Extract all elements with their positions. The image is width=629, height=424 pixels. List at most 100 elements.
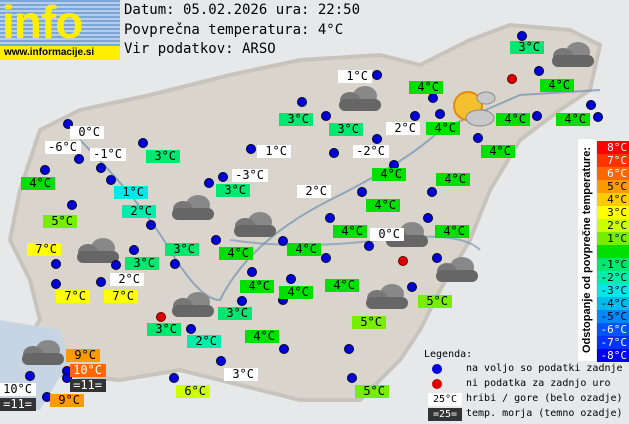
station-dot[interactable] <box>111 260 121 270</box>
station-dot[interactable] <box>40 165 50 175</box>
station-dot-missing[interactable] <box>398 256 408 266</box>
station-dot-missing[interactable] <box>156 312 166 322</box>
station-dot[interactable] <box>427 187 437 197</box>
station-dot[interactable] <box>297 97 307 107</box>
temperature-label: 3°C <box>329 123 363 136</box>
temperature-label: 4°C <box>481 145 515 158</box>
scale-step: -1°C <box>597 258 629 271</box>
scale-step: -4°C <box>597 297 629 310</box>
temperature-label: 3°C <box>510 41 544 54</box>
station-dot[interactable] <box>407 282 417 292</box>
station-dot[interactable] <box>329 148 339 158</box>
legend: Legenda: na voljo so podatki zadnje ure … <box>424 348 629 422</box>
station-dot[interactable] <box>410 111 420 121</box>
temperature-label: 7°C <box>104 290 138 303</box>
temperature-label: 4°C <box>540 79 574 92</box>
logo-url[interactable]: www.informacije.si <box>0 46 120 60</box>
station-dot[interactable] <box>325 213 335 223</box>
temperature-label: 3°C <box>146 150 180 163</box>
cloud-icon <box>18 340 68 366</box>
temperature-label: 2°C <box>122 205 156 218</box>
station-dot[interactable] <box>63 119 73 129</box>
station-dot[interactable] <box>435 109 445 119</box>
temperature-label: 4°C <box>333 225 367 238</box>
station-dot[interactable] <box>146 220 156 230</box>
mountain-temperature-label: -2°C <box>353 145 389 158</box>
cloud-icon <box>548 42 598 68</box>
temperature-label: 4°C <box>426 122 460 135</box>
temperature-label: 4°C <box>409 81 443 94</box>
station-dot[interactable] <box>372 134 382 144</box>
mountain-temperature-label: 0°C <box>370 228 404 241</box>
station-dot[interactable] <box>106 175 116 185</box>
temperature-label: 5°C <box>352 316 386 329</box>
station-dot[interactable] <box>218 172 228 182</box>
station-dot[interactable] <box>286 274 296 284</box>
temperature-label: 4°C <box>325 279 359 292</box>
station-dot[interactable] <box>428 93 438 103</box>
temperature-label: 3°C <box>279 113 313 126</box>
station-dot[interactable] <box>51 279 61 289</box>
station-dot[interactable] <box>357 187 367 197</box>
station-dot[interactable] <box>246 144 256 154</box>
station-dot[interactable] <box>593 112 603 122</box>
station-dot[interactable] <box>247 267 257 277</box>
mountain-temperature-label: 1°C <box>257 145 291 158</box>
station-dot-missing[interactable] <box>507 74 517 84</box>
station-dot[interactable] <box>170 259 180 269</box>
temperature-label: 4°C <box>219 247 253 260</box>
station-dot[interactable] <box>51 259 61 269</box>
scale-step: 8°C <box>597 141 629 154</box>
station-dot[interactable] <box>344 344 354 354</box>
scale-step: 4°C <box>597 193 629 206</box>
station-dot[interactable] <box>372 70 382 80</box>
deviation-scale: 8°C 7°C 6°C 5°C 4°C 3°C 2°C 1°C -1°C -2°C -3°C -4°C… <box>597 141 629 362</box>
cloud-icon <box>168 195 218 221</box>
station-dot[interactable] <box>74 154 84 164</box>
station-dot[interactable] <box>279 344 289 354</box>
station-dot[interactable] <box>364 241 374 251</box>
station-dot[interactable] <box>237 296 247 306</box>
station-dot[interactable] <box>62 373 72 383</box>
temperature-label: 4°C <box>245 330 279 343</box>
station-dot[interactable] <box>534 66 544 76</box>
station-dot[interactable] <box>321 111 331 121</box>
station-dot[interactable] <box>67 200 77 210</box>
station-dot[interactable] <box>216 356 226 366</box>
temperature-label: 3°C <box>216 184 250 197</box>
logo[interactable]: info www.informacije.si <box>0 0 120 60</box>
cloud-icon <box>335 86 385 112</box>
station-dot[interactable] <box>532 111 542 121</box>
red-dot-icon <box>432 379 442 389</box>
scale-step: 6°C <box>597 167 629 180</box>
scale-step: -3°C <box>597 284 629 297</box>
station-dot[interactable] <box>423 213 433 223</box>
station-dot[interactable] <box>169 373 179 383</box>
station-dot[interactable] <box>473 133 483 143</box>
station-dot[interactable] <box>129 245 139 255</box>
temperature-label: 4°C <box>366 199 400 212</box>
station-dot[interactable] <box>321 253 331 263</box>
station-dot[interactable] <box>347 373 357 383</box>
station-dot[interactable] <box>96 277 106 287</box>
temperature-label: 4°C <box>240 280 274 293</box>
scale-step: 3°C <box>597 206 629 219</box>
station-dot[interactable] <box>586 100 596 110</box>
station-dot[interactable] <box>204 178 214 188</box>
station-dot[interactable] <box>186 324 196 334</box>
station-dot[interactable] <box>96 163 106 173</box>
mountain-temperature-label: 2°C <box>386 122 420 135</box>
station-dot[interactable] <box>517 31 527 41</box>
scale-step: -8°C <box>597 349 629 362</box>
station-dot[interactable] <box>278 236 288 246</box>
station-dot[interactable] <box>138 138 148 148</box>
mountain-temperature-label: -3°C <box>232 169 268 182</box>
cloud-icon <box>432 257 482 283</box>
station-dot[interactable] <box>25 371 35 381</box>
station-dot[interactable] <box>211 235 221 245</box>
station-dot[interactable] <box>432 253 442 263</box>
temperature-label: 4°C <box>372 168 406 181</box>
temperature-label: 5°C <box>418 295 452 308</box>
legend-sea-sample: =25= <box>428 408 462 421</box>
temperature-label: 4°C <box>279 286 313 299</box>
